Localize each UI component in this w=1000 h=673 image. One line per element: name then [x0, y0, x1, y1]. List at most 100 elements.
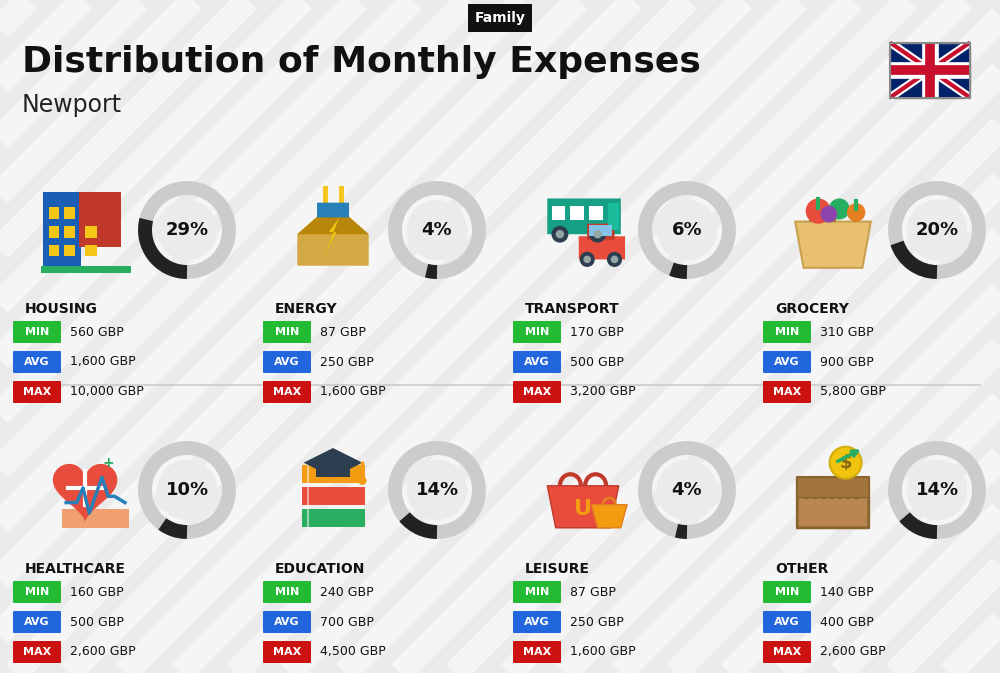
FancyBboxPatch shape [763, 641, 811, 663]
FancyBboxPatch shape [302, 465, 364, 483]
Text: 1,600 GBP: 1,600 GBP [570, 645, 636, 658]
Text: MAX: MAX [773, 387, 801, 397]
FancyBboxPatch shape [608, 203, 619, 230]
Polygon shape [304, 448, 362, 477]
Text: 4%: 4% [422, 221, 452, 239]
Text: AVG: AVG [774, 617, 800, 627]
Circle shape [907, 200, 967, 260]
Text: MAX: MAX [773, 647, 801, 657]
Circle shape [806, 199, 831, 223]
Text: MIN: MIN [275, 327, 299, 337]
Text: AVG: AVG [524, 357, 550, 367]
Text: MAX: MAX [273, 647, 301, 657]
FancyBboxPatch shape [43, 192, 81, 270]
Text: 2,600 GBP: 2,600 GBP [820, 645, 886, 658]
Polygon shape [297, 203, 369, 234]
Text: U: U [574, 499, 592, 519]
Text: HEALTHCARE: HEALTHCARE [25, 562, 126, 576]
Circle shape [611, 256, 618, 263]
Text: MIN: MIN [775, 327, 799, 337]
Text: 20%: 20% [915, 221, 959, 239]
Text: 700 GBP: 700 GBP [320, 616, 374, 629]
Text: AVG: AVG [24, 357, 50, 367]
FancyBboxPatch shape [317, 203, 349, 217]
FancyBboxPatch shape [49, 245, 59, 256]
Text: 560 GBP: 560 GBP [70, 326, 124, 339]
Text: 29%: 29% [165, 221, 209, 239]
Text: AVG: AVG [24, 617, 50, 627]
Circle shape [552, 226, 568, 242]
Text: 87 GBP: 87 GBP [320, 326, 366, 339]
FancyBboxPatch shape [316, 465, 350, 477]
Text: $: $ [839, 454, 852, 472]
FancyBboxPatch shape [263, 611, 311, 633]
Text: 5,800 GBP: 5,800 GBP [820, 386, 886, 398]
FancyBboxPatch shape [263, 381, 311, 403]
FancyBboxPatch shape [513, 381, 561, 403]
Text: +: + [102, 456, 114, 470]
FancyBboxPatch shape [587, 223, 615, 240]
FancyBboxPatch shape [552, 206, 565, 219]
Text: 500 GBP: 500 GBP [70, 616, 124, 629]
FancyBboxPatch shape [263, 641, 311, 663]
FancyBboxPatch shape [64, 245, 75, 256]
FancyBboxPatch shape [513, 641, 561, 663]
Circle shape [358, 476, 367, 485]
Polygon shape [62, 509, 129, 528]
Text: 4,500 GBP: 4,500 GBP [320, 645, 386, 658]
Circle shape [589, 226, 606, 242]
Text: 900 GBP: 900 GBP [820, 355, 874, 369]
FancyBboxPatch shape [797, 477, 869, 497]
FancyBboxPatch shape [589, 225, 612, 236]
Circle shape [607, 252, 622, 267]
FancyBboxPatch shape [763, 321, 811, 343]
Circle shape [820, 206, 837, 223]
Text: 250 GBP: 250 GBP [320, 355, 374, 369]
FancyBboxPatch shape [570, 206, 584, 219]
Text: OTHER: OTHER [775, 562, 828, 576]
Text: AVG: AVG [274, 357, 300, 367]
FancyBboxPatch shape [589, 206, 603, 219]
Polygon shape [591, 505, 627, 528]
Polygon shape [297, 203, 369, 266]
Text: Distribution of Monthly Expenses: Distribution of Monthly Expenses [22, 45, 701, 79]
Text: 6%: 6% [672, 221, 702, 239]
Circle shape [830, 447, 862, 479]
Circle shape [157, 200, 217, 260]
FancyBboxPatch shape [41, 266, 131, 273]
Circle shape [907, 460, 967, 520]
Polygon shape [547, 486, 619, 528]
Text: 140 GBP: 140 GBP [820, 586, 874, 598]
FancyBboxPatch shape [49, 226, 59, 238]
FancyBboxPatch shape [49, 207, 59, 219]
Circle shape [580, 252, 595, 267]
FancyBboxPatch shape [13, 381, 61, 403]
FancyBboxPatch shape [763, 351, 811, 373]
FancyBboxPatch shape [64, 207, 75, 219]
Text: 10,000 GBP: 10,000 GBP [70, 386, 144, 398]
FancyBboxPatch shape [13, 351, 61, 373]
Text: 400 GBP: 400 GBP [820, 616, 874, 629]
Text: EDUCATION: EDUCATION [275, 562, 365, 576]
FancyBboxPatch shape [513, 611, 561, 633]
Text: MAX: MAX [23, 647, 51, 657]
Text: MAX: MAX [523, 647, 551, 657]
Circle shape [593, 230, 602, 238]
FancyBboxPatch shape [547, 199, 621, 234]
Text: AVG: AVG [774, 357, 800, 367]
Circle shape [657, 200, 717, 260]
FancyBboxPatch shape [263, 321, 311, 343]
Text: LEISURE: LEISURE [525, 562, 590, 576]
FancyBboxPatch shape [579, 236, 625, 259]
Circle shape [847, 203, 865, 221]
Text: 1,600 GBP: 1,600 GBP [70, 355, 136, 369]
FancyBboxPatch shape [302, 487, 364, 505]
FancyBboxPatch shape [263, 351, 311, 373]
Text: MIN: MIN [25, 587, 49, 597]
Text: 160 GBP: 160 GBP [70, 586, 124, 598]
FancyBboxPatch shape [85, 245, 97, 256]
Polygon shape [53, 464, 117, 522]
Text: 170 GBP: 170 GBP [570, 326, 624, 339]
FancyBboxPatch shape [890, 42, 970, 98]
Circle shape [829, 199, 850, 219]
